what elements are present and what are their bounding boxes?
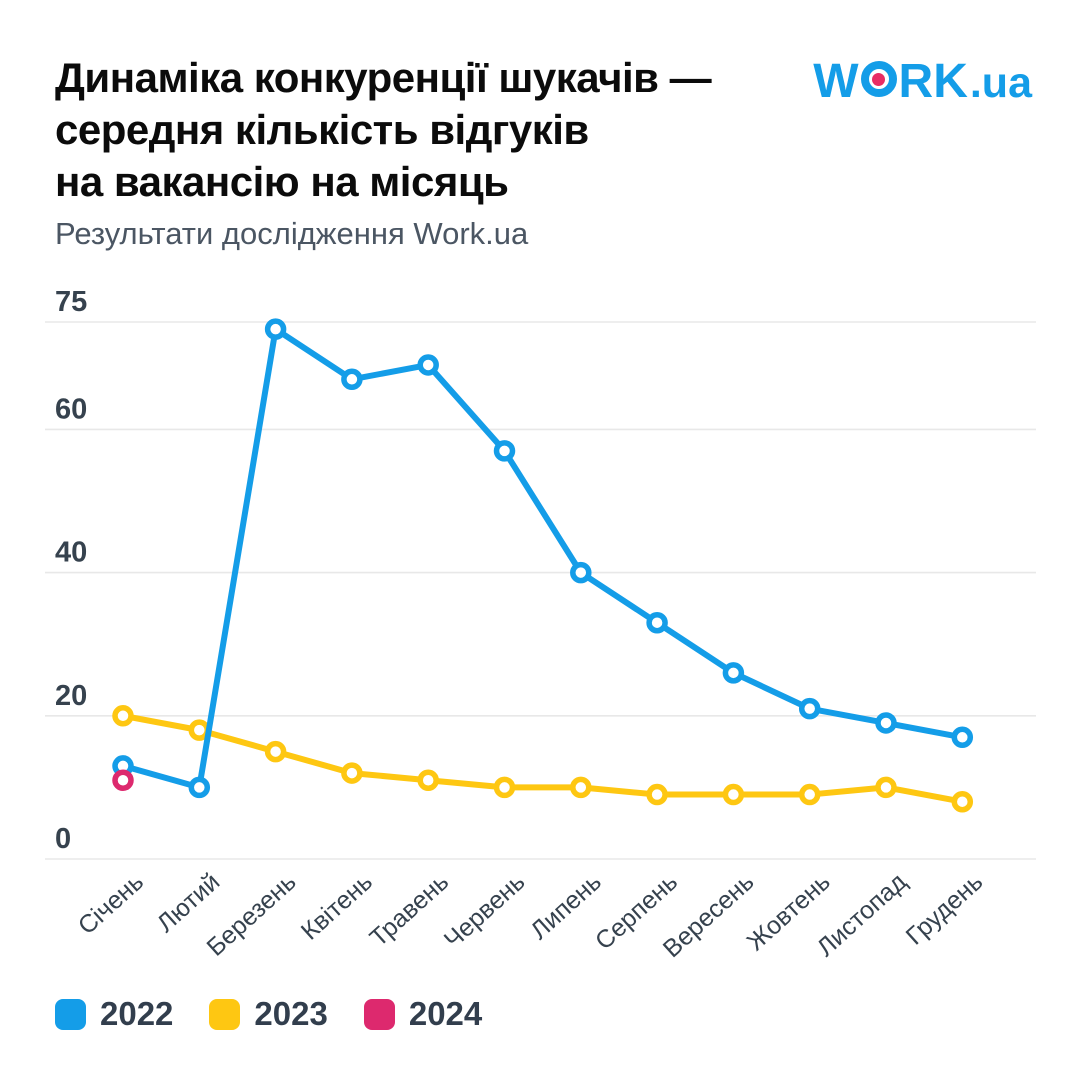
logo-letter-w: W bbox=[813, 55, 859, 108]
data-point-2022-Червень bbox=[493, 440, 516, 462]
data-point-2022-Жовтень bbox=[798, 697, 821, 720]
data-point-2022-Вересень bbox=[722, 662, 745, 684]
legend-swatch-2023 bbox=[209, 998, 241, 1030]
logo-ua-suffix: .ua bbox=[969, 59, 1032, 107]
workua-logo: W RK .ua bbox=[813, 54, 1032, 109]
legend-swatch-2022 bbox=[55, 998, 86, 1030]
data-point-2022-Травень bbox=[417, 354, 439, 376]
y-axis-tick-0: 0 bbox=[55, 823, 71, 855]
legend-label-2022: 2022 bbox=[100, 995, 174, 1032]
x-axis-label-12: Грудень bbox=[901, 868, 989, 951]
data-point-2022-Березень bbox=[264, 318, 287, 340]
data-point-2022-Лютий bbox=[188, 776, 211, 799]
data-point-2023-Червень bbox=[493, 776, 516, 799]
title-line-3: на вакансію на місяць bbox=[55, 158, 509, 205]
x-axis-label-6: Червень bbox=[439, 868, 531, 955]
series-line-2023 bbox=[120, 712, 966, 805]
page-title: Динаміка конкуренції шукачів — середня к… bbox=[55, 52, 712, 208]
data-point-2022-Квітень bbox=[341, 368, 363, 391]
x-axis-label-2: Лютий bbox=[152, 868, 226, 938]
data-point-2023-Березень bbox=[264, 740, 287, 763]
data-point-2022-Липень bbox=[570, 561, 592, 584]
data-point-2023-Квітень bbox=[341, 762, 363, 784]
legend-item-2022: 2022 bbox=[55, 995, 173, 1033]
data-point-2022-Грудень bbox=[951, 726, 974, 749]
data-point-2023-Травень bbox=[417, 769, 439, 791]
logo-pink-dot-icon bbox=[872, 72, 886, 86]
title-line-1: Динаміка конкуренції шукачів — bbox=[55, 54, 712, 101]
title-line-2: середня кількість відгуків bbox=[55, 106, 589, 153]
data-point-2023-Грудень bbox=[951, 790, 974, 813]
legend-item-2024: 2024 bbox=[363, 995, 483, 1033]
y-axis-tick-20: 20 bbox=[55, 680, 87, 712]
data-point-2022-Листопад bbox=[875, 712, 897, 734]
legend-swatch-2024 bbox=[363, 998, 395, 1030]
chart-subtitle: Результати дослідження Work.ua bbox=[55, 216, 529, 251]
y-axis-tick-60: 60 bbox=[55, 393, 87, 425]
x-axis-label-1: Січень bbox=[73, 868, 149, 941]
data-point-2023-Вересень bbox=[722, 783, 745, 806]
y-axis-tick-40: 40 bbox=[55, 537, 87, 569]
data-point-2023-Липень bbox=[570, 776, 592, 799]
data-point-2023-Листопад bbox=[875, 776, 897, 799]
data-point-2024-Січень bbox=[112, 769, 134, 791]
logo-o-icon bbox=[860, 61, 897, 97]
data-point-2022-Серпень bbox=[646, 611, 668, 634]
x-axis-label-5: Травень bbox=[365, 868, 455, 953]
logo-letters-rk: RK bbox=[898, 55, 968, 108]
data-point-2023-Жовтень bbox=[798, 783, 821, 806]
legend-label-2024: 2024 bbox=[408, 995, 483, 1032]
y-axis-tick-75: 75 bbox=[55, 286, 87, 318]
chart-legend: 2022 2023 2024 bbox=[55, 995, 482, 1033]
data-point-2023-Серпень bbox=[646, 783, 668, 806]
legend-item-2023: 2023 bbox=[209, 995, 328, 1033]
legend-label-2023: 2023 bbox=[254, 995, 328, 1032]
data-point-2023-Січень bbox=[112, 705, 134, 727]
series-line-2022 bbox=[120, 326, 966, 791]
